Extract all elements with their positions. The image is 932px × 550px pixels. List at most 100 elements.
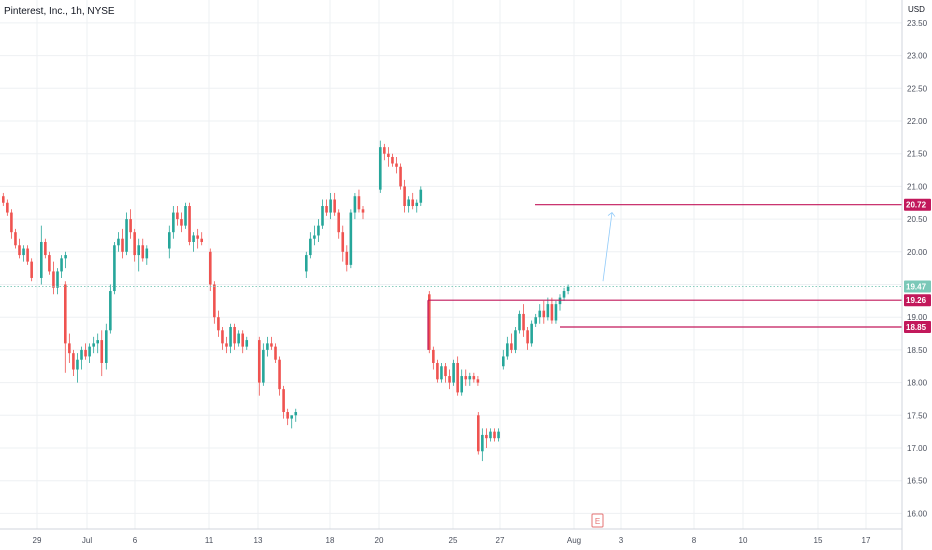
y-tick-label: 20.50 <box>907 215 928 224</box>
price-tag-box <box>904 294 931 307</box>
y-tick-label: 20.00 <box>907 248 928 257</box>
candle-body <box>436 362 439 380</box>
y-tick-label: 23.50 <box>907 19 928 28</box>
x-tick-label: Aug <box>567 536 581 545</box>
candle-body <box>290 415 293 419</box>
candle-body <box>395 163 398 167</box>
candle-body <box>481 434 484 452</box>
candle-body <box>403 186 406 207</box>
candle-body <box>518 313 521 331</box>
candle-body <box>105 330 108 363</box>
y-tick-label: 21.50 <box>907 150 928 159</box>
candle-body <box>321 206 324 226</box>
candle-body <box>278 359 281 390</box>
y-tick-label: 23.00 <box>907 52 928 61</box>
candle-body <box>345 251 349 265</box>
candle-body <box>506 343 509 357</box>
y-tick-label: 17.50 <box>907 411 928 420</box>
candle-body <box>379 147 382 190</box>
candle-body <box>76 359 79 370</box>
candle-body <box>133 232 136 256</box>
y-tick-label: 17.00 <box>907 444 928 453</box>
candle-body <box>534 317 537 324</box>
y-tick-label: 16.00 <box>907 509 928 518</box>
candle-body <box>145 248 149 259</box>
candle-body <box>477 415 480 452</box>
candle-body <box>168 232 171 249</box>
candle-body <box>30 261 33 278</box>
candle-body <box>294 412 298 416</box>
y-tick-label: 22.00 <box>907 117 928 126</box>
candle-body <box>10 212 13 233</box>
candle-body <box>460 376 463 393</box>
candle-body <box>361 209 365 213</box>
y-tick-label: 18.50 <box>907 346 928 355</box>
candle-body <box>225 343 228 347</box>
candle-body <box>2 196 5 203</box>
candle-body <box>489 431 492 439</box>
price-tag-box <box>904 280 931 293</box>
price-tag-box <box>904 321 931 334</box>
candle-body <box>40 241 43 278</box>
candle-body <box>100 340 104 363</box>
candle-body <box>383 147 386 154</box>
candle-body <box>497 431 500 439</box>
candle-body <box>562 291 566 298</box>
candle-body <box>538 310 542 318</box>
candle-body <box>229 327 232 347</box>
candle-body <box>550 304 554 321</box>
candle-body <box>502 356 505 367</box>
candle-body <box>566 286 570 292</box>
candle-body <box>274 346 277 360</box>
x-tick-label: 17 <box>862 536 871 545</box>
candle-body <box>245 340 249 347</box>
candle-body <box>325 206 328 213</box>
candle-body <box>196 235 199 239</box>
candle-body <box>44 241 47 256</box>
candle-body <box>84 349 87 357</box>
horizontal-levels <box>0 204 902 350</box>
candle-body <box>476 379 480 383</box>
candle-body <box>546 304 550 318</box>
x-tick-label: 27 <box>496 536 505 545</box>
x-tick-label: 8 <box>692 536 697 545</box>
candle-body <box>419 189 423 203</box>
candle-body <box>526 330 529 344</box>
candle-body <box>141 245 145 259</box>
candle-body <box>444 366 447 377</box>
candle-body <box>180 219 183 226</box>
candle-body <box>448 376 451 383</box>
candle-body <box>113 245 116 292</box>
candle-body <box>188 206 191 242</box>
x-tick-label: 18 <box>326 536 335 545</box>
candle-body <box>213 284 216 318</box>
candle-body <box>88 346 91 357</box>
x-tick-label: 20 <box>375 536 384 545</box>
candle-body <box>282 389 285 413</box>
candle-body <box>200 238 203 242</box>
candle-body <box>237 333 240 344</box>
candle-body <box>176 212 179 220</box>
candle-body <box>309 238 312 256</box>
y-tick-label: 22.50 <box>907 84 928 93</box>
price-tag-box <box>904 198 931 211</box>
earnings-marker: E <box>595 517 600 526</box>
price-tag-text: 19.26 <box>906 296 927 305</box>
x-tick-label: 10 <box>739 536 748 545</box>
candle-body <box>60 258 63 272</box>
x-tick-label: Jul <box>82 536 92 545</box>
candle-body <box>349 212 353 265</box>
candle-body <box>353 196 357 213</box>
candle-body <box>6 202 9 213</box>
candle-body <box>493 431 496 439</box>
candle-body <box>18 245 21 256</box>
y-axis: 16.0016.5017.0017.5018.0018.5019.0019.50… <box>901 0 931 550</box>
x-tick-label: 6 <box>133 536 138 545</box>
candle-body <box>313 235 316 239</box>
symbol-title: Pinterest, Inc., 1h, NYSE <box>4 6 115 17</box>
candle-body <box>456 362 459 393</box>
candle-body <box>26 248 29 262</box>
x-axis: 29 Jul 6 11 13 18 20 25 27 Aug 3 8 10 15 17 E <box>0 513 902 545</box>
candle-body <box>52 271 55 288</box>
